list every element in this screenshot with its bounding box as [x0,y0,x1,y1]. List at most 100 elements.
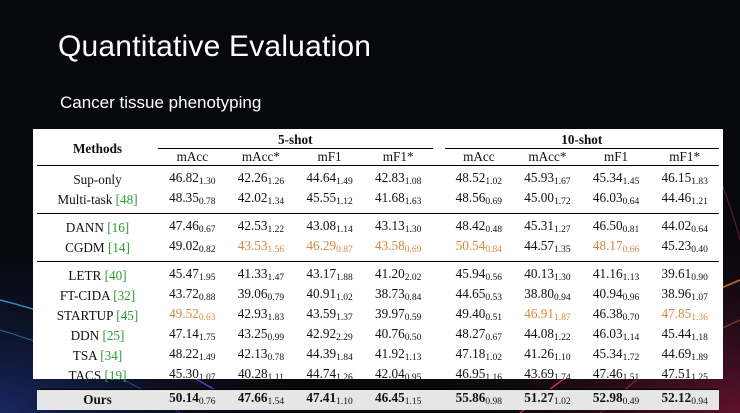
method-citation: [40] [104,268,127,283]
table-row: LETR [40] 45.471.95 41.331.47 43.171.88 41.2… [37,262,719,287]
metric-cell: 50.540.84 [445,238,514,262]
metric-std: 1.47 [267,273,285,283]
metric-std: 0.90 [691,273,708,283]
metric-value: 42.04 [375,366,405,381]
metric-std: 0.82 [198,245,216,255]
metric-std: 1.88 [336,273,353,283]
metric-value: 46.50 [592,218,623,233]
metric-cell: 46.451.15 [364,390,433,411]
metric-header: mAcc* [528,149,567,164]
metric-value: 45.23 [661,238,692,253]
metric-value: 48.17 [592,238,623,253]
metric-value: 45.30 [169,366,199,381]
metric-std: 1.11 [267,373,284,383]
metric-value: 47.46 [592,366,623,381]
method-citation: [19] [104,368,127,383]
metric-value: 47.51 [661,366,692,381]
metric-value: 47.14 [169,326,199,341]
metric-cell: 45.441.18 [650,326,719,346]
metric-value: 44.02 [661,218,692,233]
metric-value: 46.95 [455,366,486,381]
metric-cell: 48.270.67 [445,326,514,346]
metric-std: 1.14 [336,225,353,235]
metric-std: 0.59 [404,313,422,323]
method-name-cell: FT-CIDA [32] [37,286,158,306]
method-name: Ours [83,392,112,407]
metric-std: 1.02 [485,353,502,363]
metric-cell: 47.511.25 [650,366,719,390]
metric-header: mAcc* [241,149,280,164]
method-citation: [16] [107,220,130,235]
metric-std: 0.48 [485,225,502,235]
metric-value: 44.65 [455,286,486,301]
metric-std: 1.22 [267,225,285,235]
metric-cell: 40.911.02 [295,286,364,306]
metric-value: 44.69 [661,346,692,361]
metric-cell: 49.520.63 [158,306,227,326]
metric-std: 0.64 [622,197,640,207]
metric-cell: 44.020.64 [650,214,719,239]
metric-cell: 46.821.30 [158,166,227,191]
table-row: Multi-task [48] 48.350.78 42.021.34 45.551.… [37,190,719,214]
metric-value: 45.94 [455,266,486,281]
metric-std: 1.26 [267,177,285,187]
metric-cell: 44.461.21 [650,190,719,214]
metric-value: 46.82 [169,170,199,185]
metric-cell: 43.250.99 [227,326,296,346]
metric-std: 0.79 [267,293,285,303]
metric-value: 43.13 [375,218,405,233]
metric-std: 1.72 [553,197,571,207]
metric-value: 55.86 [455,390,486,405]
metric-std: 2.02 [404,273,422,283]
metric-std: 1.54 [267,397,285,407]
metric-cell: 45.311.27 [513,214,582,239]
metric-cell: 48.420.48 [445,214,514,239]
method-name: STARTUP [56,308,117,323]
metric-value: 45.55 [306,190,337,205]
method-name-cell: TACS [19] [37,366,158,390]
metric-std: 1.22 [553,333,571,343]
column-gap [433,262,445,287]
metric-std: 0.94 [691,397,708,407]
results-body: Sup-only 46.821.30 42.261.26 44.641.49 42.83… [37,166,719,411]
metric-cell: 43.580.69 [364,238,433,262]
metric-std: 1.87 [553,313,571,323]
metric-value: 47.18 [455,346,486,361]
metric-cell: 50.140.76 [158,390,227,411]
table-row: DANN [16] 47.460.67 42.531.22 43.081.14 43.1… [37,214,719,239]
method-name: TSA [72,348,101,363]
metric-std: 0.49 [622,397,640,407]
metric-cell: 40.281.11 [227,366,296,390]
method-name-cell: DDN [25] [37,326,158,346]
method-name: FT-CIDA [59,288,114,303]
metric-value: 42.02 [237,190,268,205]
metric-std: 0.56 [485,273,502,283]
metric-cell: 46.030.64 [582,190,651,214]
metric-value: 47.66 [237,390,268,405]
table-row: TACS [19] 45.301.07 40.281.11 44.741.26 42.0… [37,366,719,390]
metric-std: 2.29 [336,333,353,343]
metric-value: 47.46 [169,218,199,233]
metric-value: 43.58 [375,238,405,253]
method-name: DDN [70,328,103,343]
metric-value: 43.08 [306,218,337,233]
metric-cell: 52.980.49 [582,390,651,411]
metric-std: 1.14 [622,333,640,343]
metric-std: 0.50 [404,333,422,343]
metric-std: 0.69 [485,197,502,207]
metric-std: 1.74 [553,373,571,383]
metric-std: 1.67 [553,177,571,187]
metric-std: 1.27 [553,225,571,235]
method-citation: [48] [115,192,138,207]
metric-header: mF1* [669,149,701,164]
metric-std: 1.02 [336,293,353,303]
metric-std: 1.56 [267,245,285,255]
method-name-cell: STARTUP [45] [37,306,158,326]
metric-cell: 42.531.22 [227,214,296,239]
metric-value: 44.46 [661,190,692,205]
metric-cell: 41.261.10 [513,346,582,366]
metric-std: 0.81 [622,225,640,235]
method-name-cell: Sup-only [37,166,158,191]
metric-std: 0.76 [198,397,216,407]
metric-cell: 39.970.59 [364,306,433,326]
